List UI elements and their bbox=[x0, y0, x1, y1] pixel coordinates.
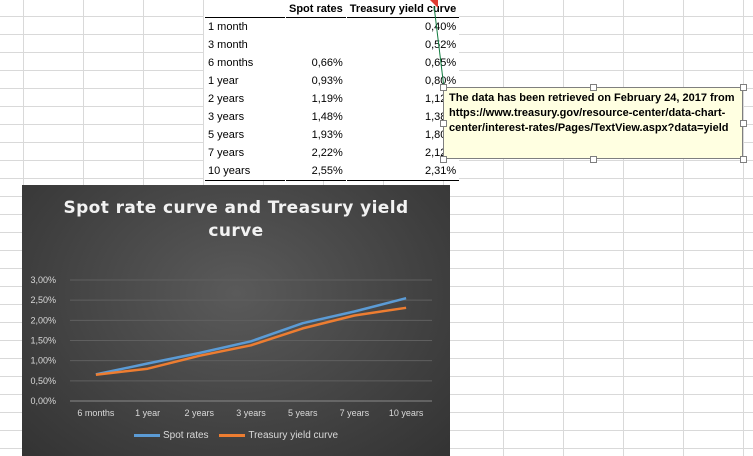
legend-item-spot: Spot rates bbox=[133, 430, 209, 441]
table-row: 2 years 1,19% 1,12% bbox=[205, 90, 460, 108]
cell-tys[interactable]: 0,52% bbox=[425, 39, 457, 51]
header-term[interactable] bbox=[205, 0, 286, 18]
cell-tys[interactable]: 2,31% bbox=[425, 165, 457, 177]
resize-handle-bl[interactable] bbox=[440, 156, 447, 163]
cell-spot[interactable]: 1,19% bbox=[311, 93, 343, 105]
x-tick-label: 5 years bbox=[288, 408, 318, 418]
cell-term[interactable]: 1 month bbox=[208, 21, 248, 33]
chart-plot: 0,00% 0,50% 1,00% 1,50% 2,00% 2,50% 3,00% 6 mon… bbox=[30, 275, 432, 418]
resize-handle-br[interactable] bbox=[740, 156, 747, 163]
cell-spot[interactable]: 1,48% bbox=[311, 111, 343, 123]
resize-handle-tl[interactable] bbox=[440, 84, 447, 91]
cell-spot[interactable]: 0,66% bbox=[311, 57, 343, 69]
header-treasury-yield[interactable]: Treasury yield curve bbox=[349, 2, 457, 15]
comment-text: The data has been retrieved on February … bbox=[449, 92, 735, 134]
cell-spot[interactable]: 1,93% bbox=[311, 129, 343, 141]
cell-term[interactable]: 6 months bbox=[208, 57, 254, 69]
table-row: 1 month 0,40% bbox=[205, 18, 460, 37]
y-tick-label: 2,00% bbox=[30, 315, 56, 325]
y-tick-label: 2,50% bbox=[30, 295, 56, 305]
table-row: 3 years 1,48% 1,38% bbox=[205, 108, 460, 126]
cell-tys[interactable]: 0,40% bbox=[425, 21, 457, 33]
cell-spot[interactable] bbox=[286, 36, 347, 54]
resize-handle-bc[interactable] bbox=[590, 156, 597, 163]
y-tick-label: 3,00% bbox=[30, 275, 56, 285]
cell-term[interactable]: 1 year bbox=[208, 75, 239, 87]
cell-term[interactable]: 10 years bbox=[208, 165, 251, 177]
cell-term[interactable]: 3 month bbox=[208, 39, 248, 51]
legend-item-treasury: Treasury yield curve bbox=[219, 430, 338, 441]
x-tick-label: 6 months bbox=[77, 408, 115, 418]
header-spot-rates[interactable]: Spot rates bbox=[289, 2, 343, 15]
resize-handle-ml[interactable] bbox=[440, 120, 447, 127]
table-row: 5 years 1,93% 1,80% bbox=[205, 126, 460, 144]
cell-spot[interactable]: 2,22% bbox=[311, 147, 343, 159]
series-line-spot[interactable] bbox=[95, 296, 407, 376]
x-tick-label: 10 years bbox=[389, 408, 424, 418]
comment-box[interactable]: The data has been retrieved on February … bbox=[443, 87, 743, 159]
cell-spot[interactable]: 0,93% bbox=[311, 75, 343, 87]
y-tick-label: 0,00% bbox=[30, 396, 56, 406]
cell-term[interactable]: 7 years bbox=[208, 147, 245, 159]
line-chart[interactable]: Spot rate curve and Treasury yield curve… bbox=[22, 185, 450, 456]
table-row: 10 years 2,55% 2,31% bbox=[204, 162, 460, 181]
legend-swatch-spot bbox=[133, 434, 160, 437]
cell-spot[interactable]: 2,55% bbox=[311, 165, 343, 177]
table-row: 3 month 0,52% bbox=[205, 36, 460, 54]
y-tick-label: 1,00% bbox=[30, 356, 56, 366]
series-line-treasury[interactable] bbox=[95, 306, 407, 377]
y-tick-label: 0,50% bbox=[30, 376, 56, 386]
table-row: 7 years 2,22% 2,12% bbox=[205, 144, 460, 162]
cell-tys[interactable]: 0,65% bbox=[425, 57, 457, 69]
chart-title[interactable]: Spot rate curve and Treasury yield curve bbox=[63, 198, 409, 241]
x-tick-label: 2 years bbox=[185, 408, 215, 418]
y-tick-label: 1,50% bbox=[30, 336, 56, 346]
cell-term[interactable]: 3 years bbox=[208, 111, 245, 123]
resize-handle-mr[interactable] bbox=[740, 120, 747, 127]
resize-handle-tr[interactable] bbox=[740, 84, 747, 91]
chart-legend[interactable]: Spot rates Treasury yield curve bbox=[22, 429, 450, 441]
x-tick-label: 3 years bbox=[236, 408, 266, 418]
cell-spot[interactable] bbox=[286, 18, 347, 37]
legend-swatch-treasury bbox=[219, 434, 246, 437]
table-row: 1 year 0,93% 0,80% bbox=[205, 72, 460, 90]
legend-label-treasury: Treasury yield curve bbox=[248, 430, 339, 441]
table-row: 6 months 0,66% 0,65% bbox=[205, 54, 460, 72]
x-tick-label: 7 years bbox=[340, 408, 370, 418]
x-tick-label: 1 year bbox=[135, 408, 160, 418]
data-table: Spot rates Treasury yield curve 1 month 0… bbox=[204, 0, 460, 181]
header-row: Spot rates Treasury yield curve bbox=[204, 0, 460, 18]
cell-term[interactable]: 5 years bbox=[208, 129, 245, 141]
cell-term[interactable]: 2 years bbox=[208, 93, 245, 105]
legend-label-spot: Spot rates bbox=[162, 430, 209, 441]
resize-handle-tc[interactable] bbox=[590, 84, 597, 91]
